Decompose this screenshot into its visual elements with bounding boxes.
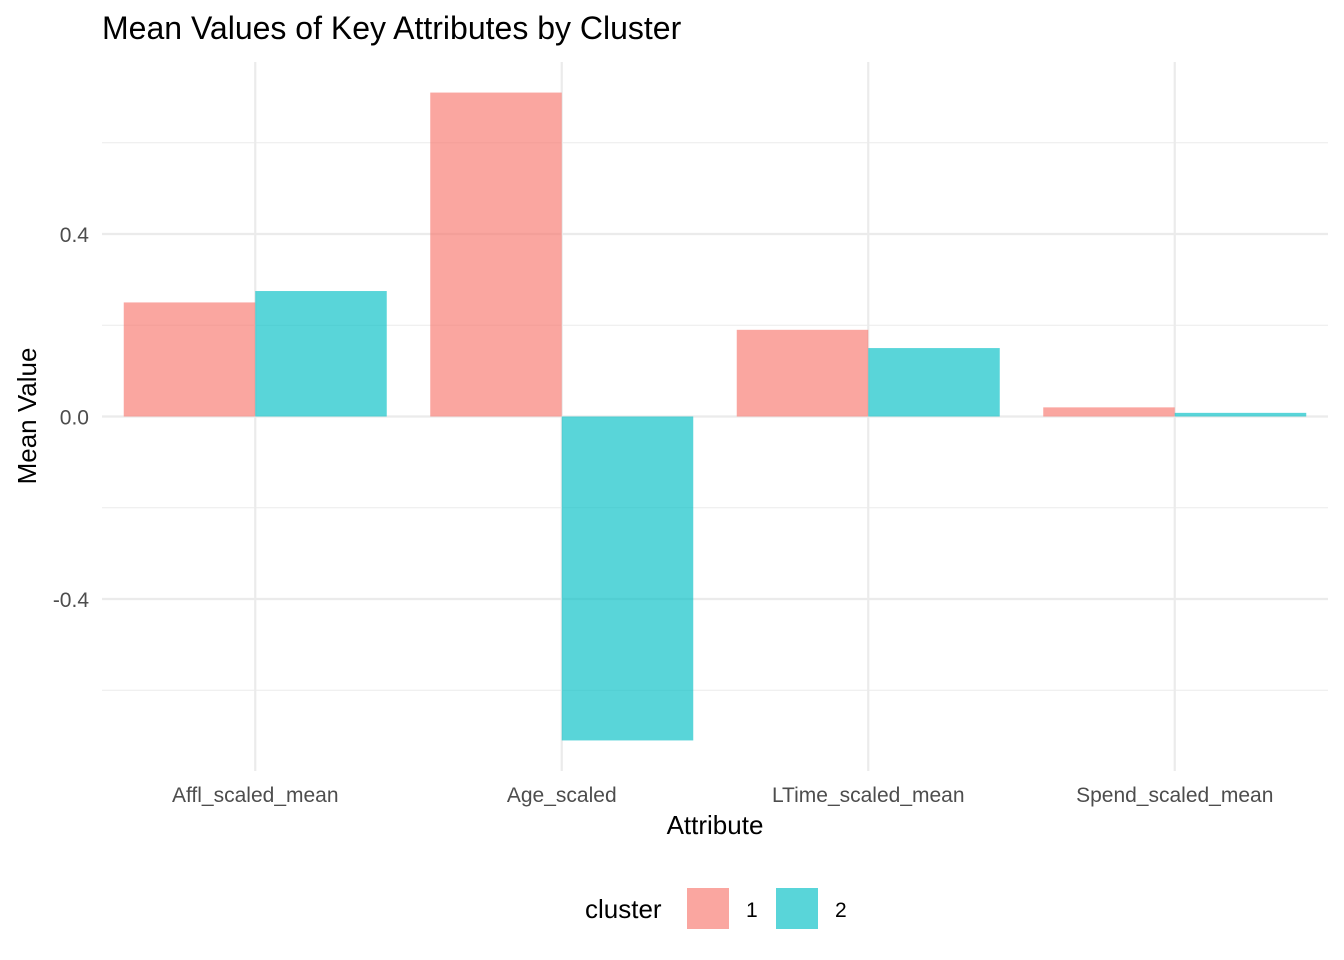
chart-title: Mean Values of Key Attributes by Cluster [102,10,682,46]
x-axis-title: Attribute [667,810,764,840]
bar-cluster-1-Affl_scaled_mean [123,302,256,417]
bar-cluster-2-Spend_scaled_mean [1174,412,1307,417]
y-tick-label: 0.4 [60,224,90,247]
y-axis-title: Mean Value [12,348,42,485]
bar-cluster-2-LTime_scaled_mean [868,348,1000,417]
bar-cluster-2-Age_scaled [561,416,694,741]
x-axis-ticks: Affl_scaled_mean Age_scaled LTime_scaled_m… [172,784,1273,807]
x-tick-label: Affl_scaled_mean [172,784,339,807]
legend-title: cluster [585,894,662,924]
x-tick-label: Age_scaled [507,784,617,807]
bar-cluster-1-Age_scaled [430,92,562,417]
x-tick-label: Spend_scaled_mean [1076,784,1273,807]
y-tick-label: -0.4 [53,589,90,612]
bars [123,92,1307,741]
legend-key-1 [687,888,729,929]
x-tick-label: LTime_scaled_mean [772,784,965,807]
y-tick-label: 0.0 [60,407,89,430]
legend: cluster 1 2 [585,888,847,929]
bar-cluster-2-Affl_scaled_mean [255,291,387,417]
legend-key-2 [776,888,818,929]
bar-cluster-1-LTime_scaled_mean [736,329,869,417]
bar-cluster-1-Spend_scaled_mean [1043,407,1175,417]
legend-label-2: 2 [835,899,847,922]
y-axis-ticks: -0.4 0.0 0.4 [53,224,90,612]
legend-label-1: 1 [746,899,758,922]
